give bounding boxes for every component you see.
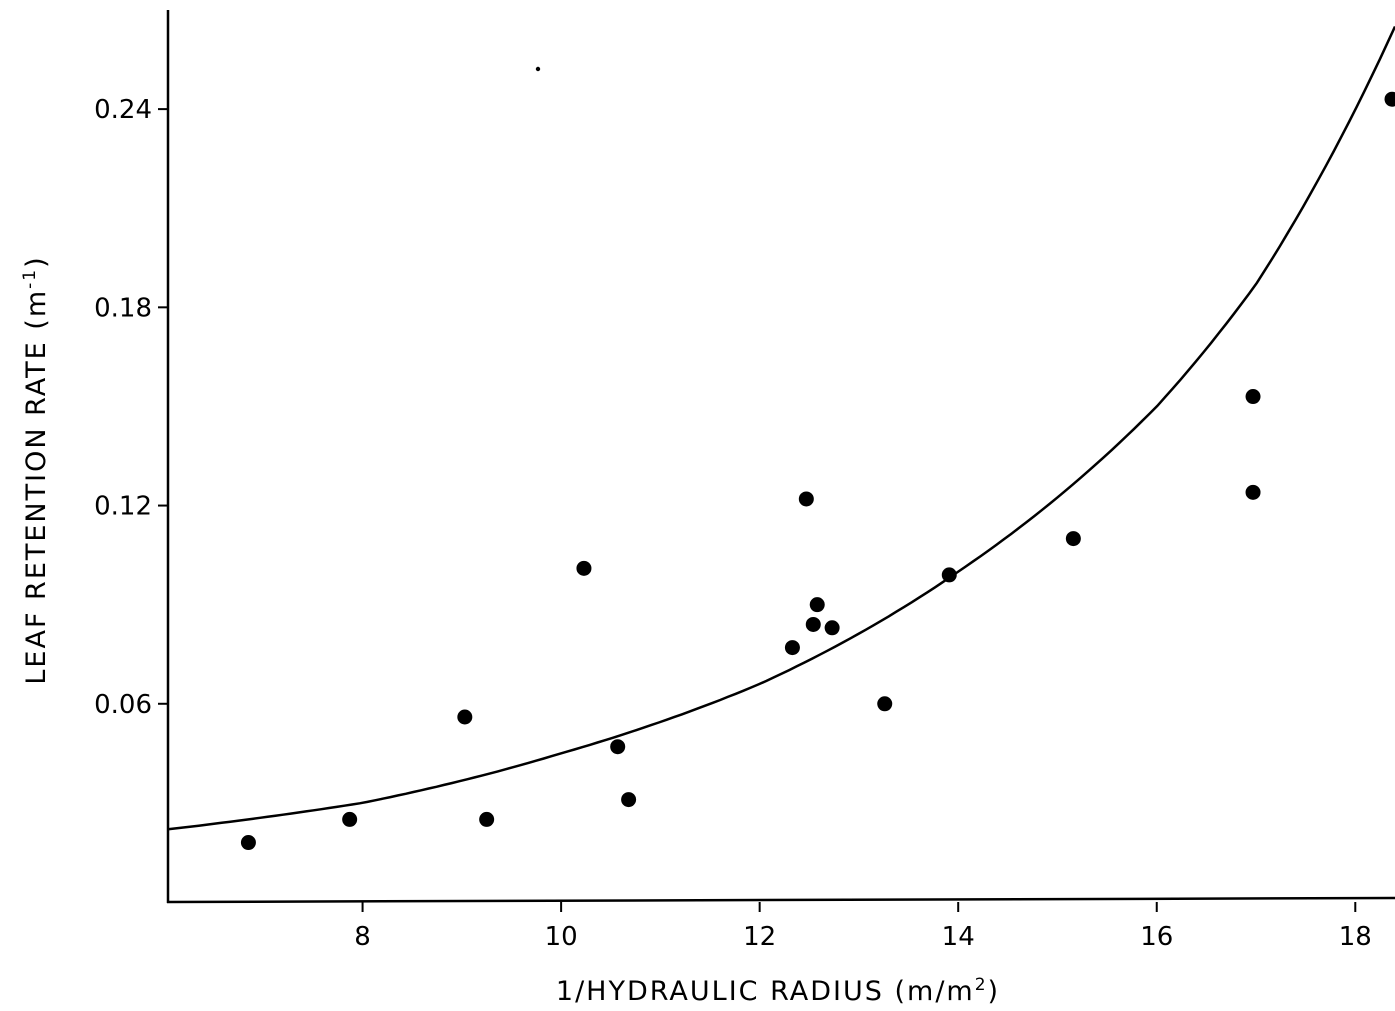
data-point <box>1245 484 1261 500</box>
data-point <box>824 620 840 636</box>
data-point <box>610 739 626 755</box>
stray-mark <box>535 66 541 72</box>
data-point <box>621 792 637 808</box>
data-point <box>877 696 893 712</box>
y-axis-title: LEAF RETENTION RATE (m-1) <box>20 255 52 684</box>
x-tick-label: 16 <box>1140 922 1173 952</box>
data-point <box>1384 91 1395 107</box>
x-tick-label: 14 <box>942 922 975 952</box>
data-point <box>240 835 256 851</box>
data-point <box>576 560 592 576</box>
data-point <box>784 640 800 656</box>
y-tick-label: 0.06 <box>94 690 152 720</box>
y-tick-label: 0.18 <box>94 293 152 323</box>
x-tick-label: 12 <box>743 922 776 952</box>
data-points <box>240 91 1395 851</box>
axes <box>166 10 1395 904</box>
data-point <box>805 616 821 632</box>
data-point <box>798 491 814 507</box>
x-tick-label: 10 <box>545 922 578 952</box>
x-tick-label: 8 <box>354 922 371 952</box>
data-point <box>941 567 957 583</box>
x-tick-label: 18 <box>1339 922 1372 952</box>
data-point <box>342 811 358 827</box>
y-tick-label: 0.24 <box>94 95 152 125</box>
fit-curve <box>167 25 1395 831</box>
x-ticks: 8 10 12 14 16 18 <box>354 902 1372 952</box>
x-axis-line <box>166 896 1395 904</box>
data-point <box>457 709 473 725</box>
y-tick-label: 0.12 <box>94 492 152 522</box>
data-point <box>1245 389 1261 405</box>
data-point <box>809 597 825 613</box>
data-point <box>479 811 495 827</box>
data-point <box>1065 531 1081 547</box>
x-axis-title: 1/HYDRAULIC RADIUS (m/m2) <box>556 975 1000 1007</box>
y-ticks: 0.06 0.12 0.18 0.24 <box>94 95 168 720</box>
